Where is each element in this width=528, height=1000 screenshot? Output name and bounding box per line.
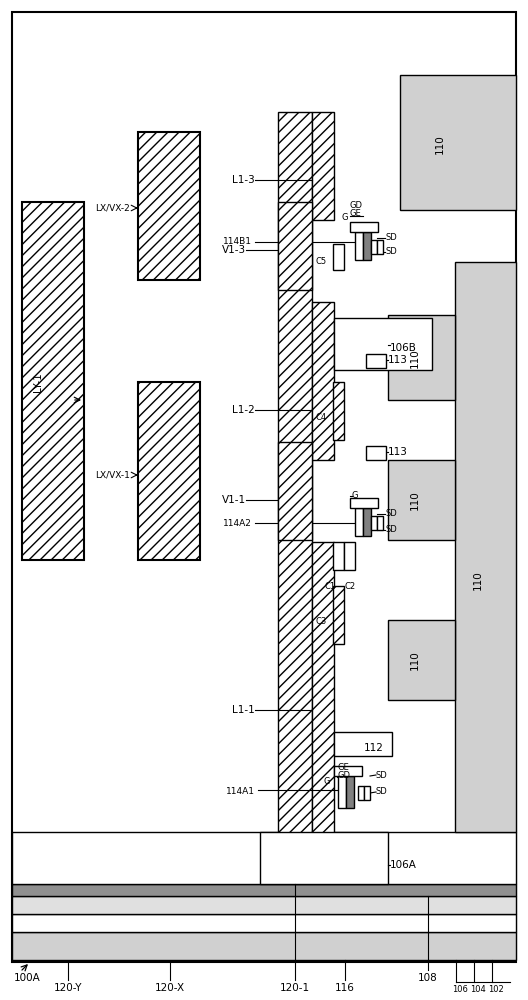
Bar <box>363 232 371 260</box>
Text: SD: SD <box>385 526 397 534</box>
Bar <box>371 516 377 530</box>
Text: 120-1: 120-1 <box>280 983 310 993</box>
Text: 110: 110 <box>410 348 420 368</box>
Text: GE: GE <box>337 763 349 772</box>
Bar <box>138 132 200 280</box>
Bar <box>312 302 334 460</box>
Bar <box>278 442 312 540</box>
Bar <box>278 202 312 290</box>
Bar <box>371 240 377 254</box>
Bar <box>355 232 363 260</box>
Text: SD: SD <box>376 788 388 796</box>
Bar <box>12 884 516 896</box>
Bar <box>388 460 455 540</box>
Bar <box>12 896 516 914</box>
Text: V1-3: V1-3 <box>222 245 246 255</box>
Text: V1-1: V1-1 <box>222 495 246 505</box>
Bar <box>377 516 383 530</box>
Text: L1-1: L1-1 <box>232 705 255 715</box>
Text: 112: 112 <box>364 743 384 753</box>
Bar <box>366 446 386 460</box>
Bar <box>333 244 344 270</box>
Text: 110: 110 <box>410 490 420 510</box>
Text: L1-2: L1-2 <box>232 405 255 415</box>
Bar <box>334 732 392 756</box>
Text: LY-1: LY-1 <box>33 372 43 392</box>
Text: C1: C1 <box>324 582 336 591</box>
Bar <box>363 508 371 536</box>
Bar <box>278 112 312 850</box>
Text: C2: C2 <box>344 582 355 591</box>
Text: 104: 104 <box>470 986 486 994</box>
Text: LX/VX-1: LX/VX-1 <box>95 471 130 480</box>
Bar <box>333 382 344 440</box>
Text: L1-3: L1-3 <box>232 175 255 185</box>
Text: 102: 102 <box>488 986 504 994</box>
Bar <box>350 498 378 508</box>
Bar <box>355 508 363 536</box>
Text: C4: C4 <box>316 414 327 422</box>
Text: 108: 108 <box>418 973 438 983</box>
Bar <box>312 542 334 840</box>
Bar <box>388 620 455 700</box>
Bar <box>12 832 516 884</box>
Text: 114A1: 114A1 <box>226 788 255 796</box>
Text: SD: SD <box>385 510 397 518</box>
Text: 110: 110 <box>473 570 483 590</box>
Bar <box>388 315 455 400</box>
Text: 113: 113 <box>388 447 408 457</box>
Bar <box>260 832 388 884</box>
Text: SD: SD <box>376 770 388 780</box>
Text: GD: GD <box>337 771 350 780</box>
Bar <box>138 382 200 560</box>
Text: 106B: 106B <box>390 343 417 353</box>
Bar <box>366 354 386 368</box>
Text: LX/VX-2: LX/VX-2 <box>95 204 130 213</box>
Text: C5: C5 <box>316 257 327 266</box>
Text: 120-Y: 120-Y <box>54 983 82 993</box>
Text: C3: C3 <box>316 617 327 626</box>
Bar <box>333 542 344 570</box>
Text: G: G <box>352 491 359 500</box>
Text: SD: SD <box>385 247 397 256</box>
Text: 114B1: 114B1 <box>223 237 252 246</box>
Bar <box>334 318 432 370</box>
Bar <box>333 586 344 644</box>
Text: 106: 106 <box>452 986 468 994</box>
Text: 114A2: 114A2 <box>223 520 252 528</box>
Text: 116: 116 <box>335 983 355 993</box>
Text: 120-X: 120-X <box>155 983 185 993</box>
Text: 110: 110 <box>410 650 420 670</box>
Text: 106A: 106A <box>390 860 417 870</box>
Bar <box>12 932 516 960</box>
Text: 113: 113 <box>388 355 408 365</box>
Text: 100A: 100A <box>14 973 41 983</box>
Text: 110: 110 <box>435 134 445 154</box>
Text: GE: GE <box>350 209 362 218</box>
Bar <box>12 914 516 932</box>
Bar <box>312 112 334 220</box>
Bar <box>358 786 364 800</box>
Bar <box>346 776 354 808</box>
Bar <box>377 240 383 254</box>
Bar <box>455 262 516 832</box>
Text: SD: SD <box>385 233 397 242</box>
Text: G: G <box>342 213 348 222</box>
Bar <box>338 776 346 808</box>
Bar <box>344 542 355 570</box>
Bar <box>400 75 516 210</box>
Bar <box>22 202 84 560</box>
Bar <box>350 222 378 232</box>
Text: G: G <box>324 777 330 786</box>
Bar <box>364 786 370 800</box>
Bar <box>334 766 362 776</box>
Text: GD: GD <box>350 201 363 210</box>
